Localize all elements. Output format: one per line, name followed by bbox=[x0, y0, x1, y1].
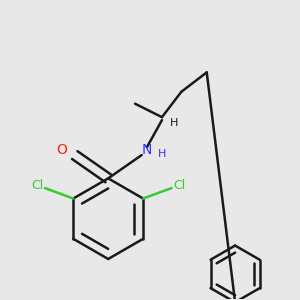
Text: O: O bbox=[56, 143, 67, 157]
Text: Cl: Cl bbox=[31, 179, 44, 192]
Text: N: N bbox=[142, 143, 152, 157]
Text: H: H bbox=[158, 149, 167, 159]
Text: H: H bbox=[170, 118, 179, 128]
Text: Cl: Cl bbox=[173, 179, 185, 192]
